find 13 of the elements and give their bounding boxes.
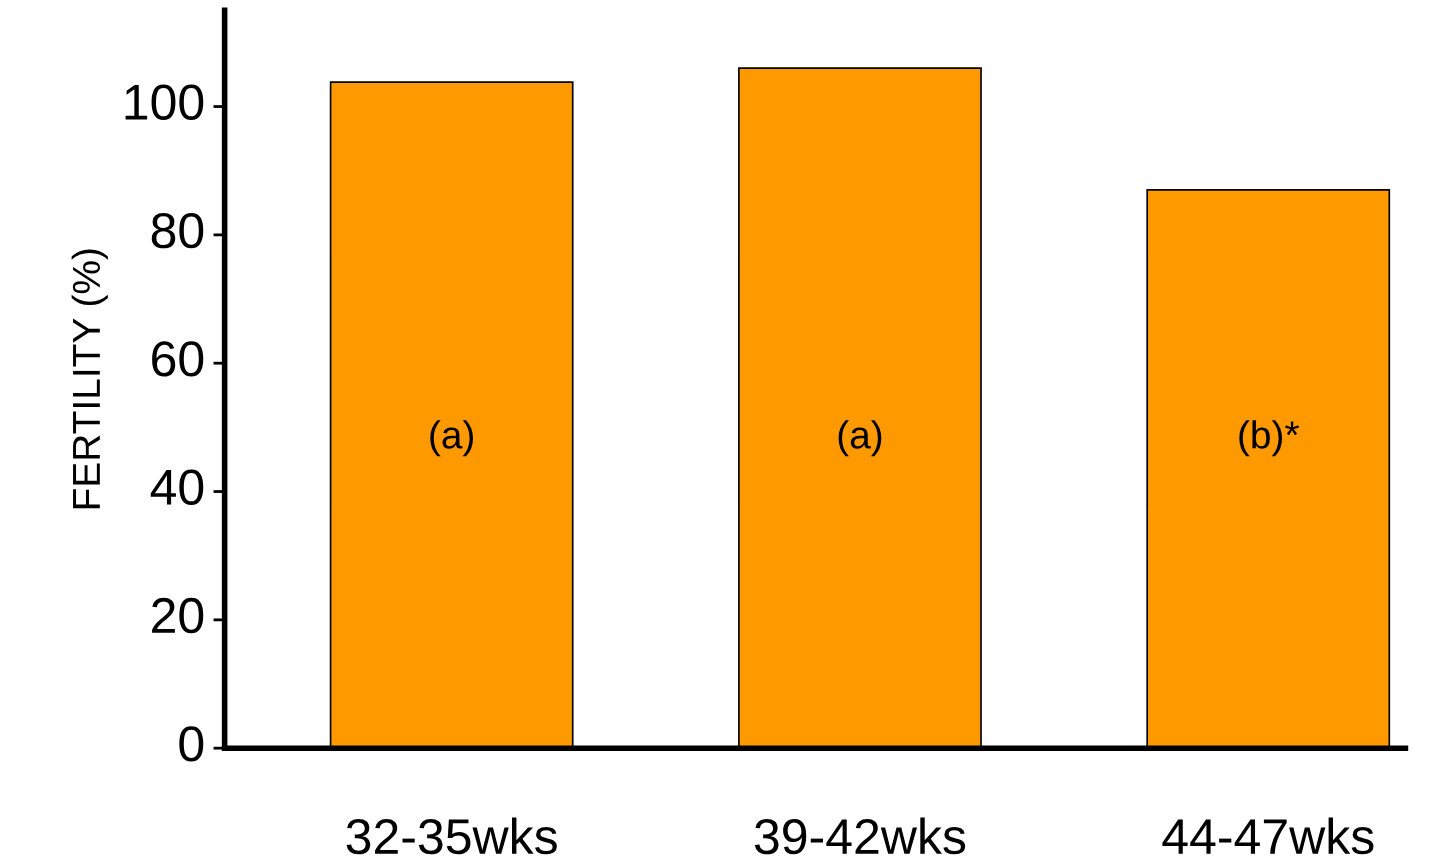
x-tick-label: 32-35wks (346, 817, 557, 855)
x-tick-label: 39-42wks (754, 817, 966, 855)
y-tick-label: 100 (125, 84, 204, 120)
annotation: (a) (838, 420, 882, 457)
y-tick-label: 20 (152, 597, 204, 634)
annotation: (b)* (1239, 420, 1299, 457)
x-tick-label: 44-47wks (1162, 817, 1374, 855)
y-tick-label: 60 (152, 341, 204, 377)
y-axis-title: FERTILITY (%) (71, 249, 108, 509)
y-tick-label: 0 (179, 726, 204, 762)
annotation: (a) (430, 420, 474, 457)
y-tick-label: 80 (151, 212, 204, 249)
y-tick-label: 40 (150, 469, 204, 505)
